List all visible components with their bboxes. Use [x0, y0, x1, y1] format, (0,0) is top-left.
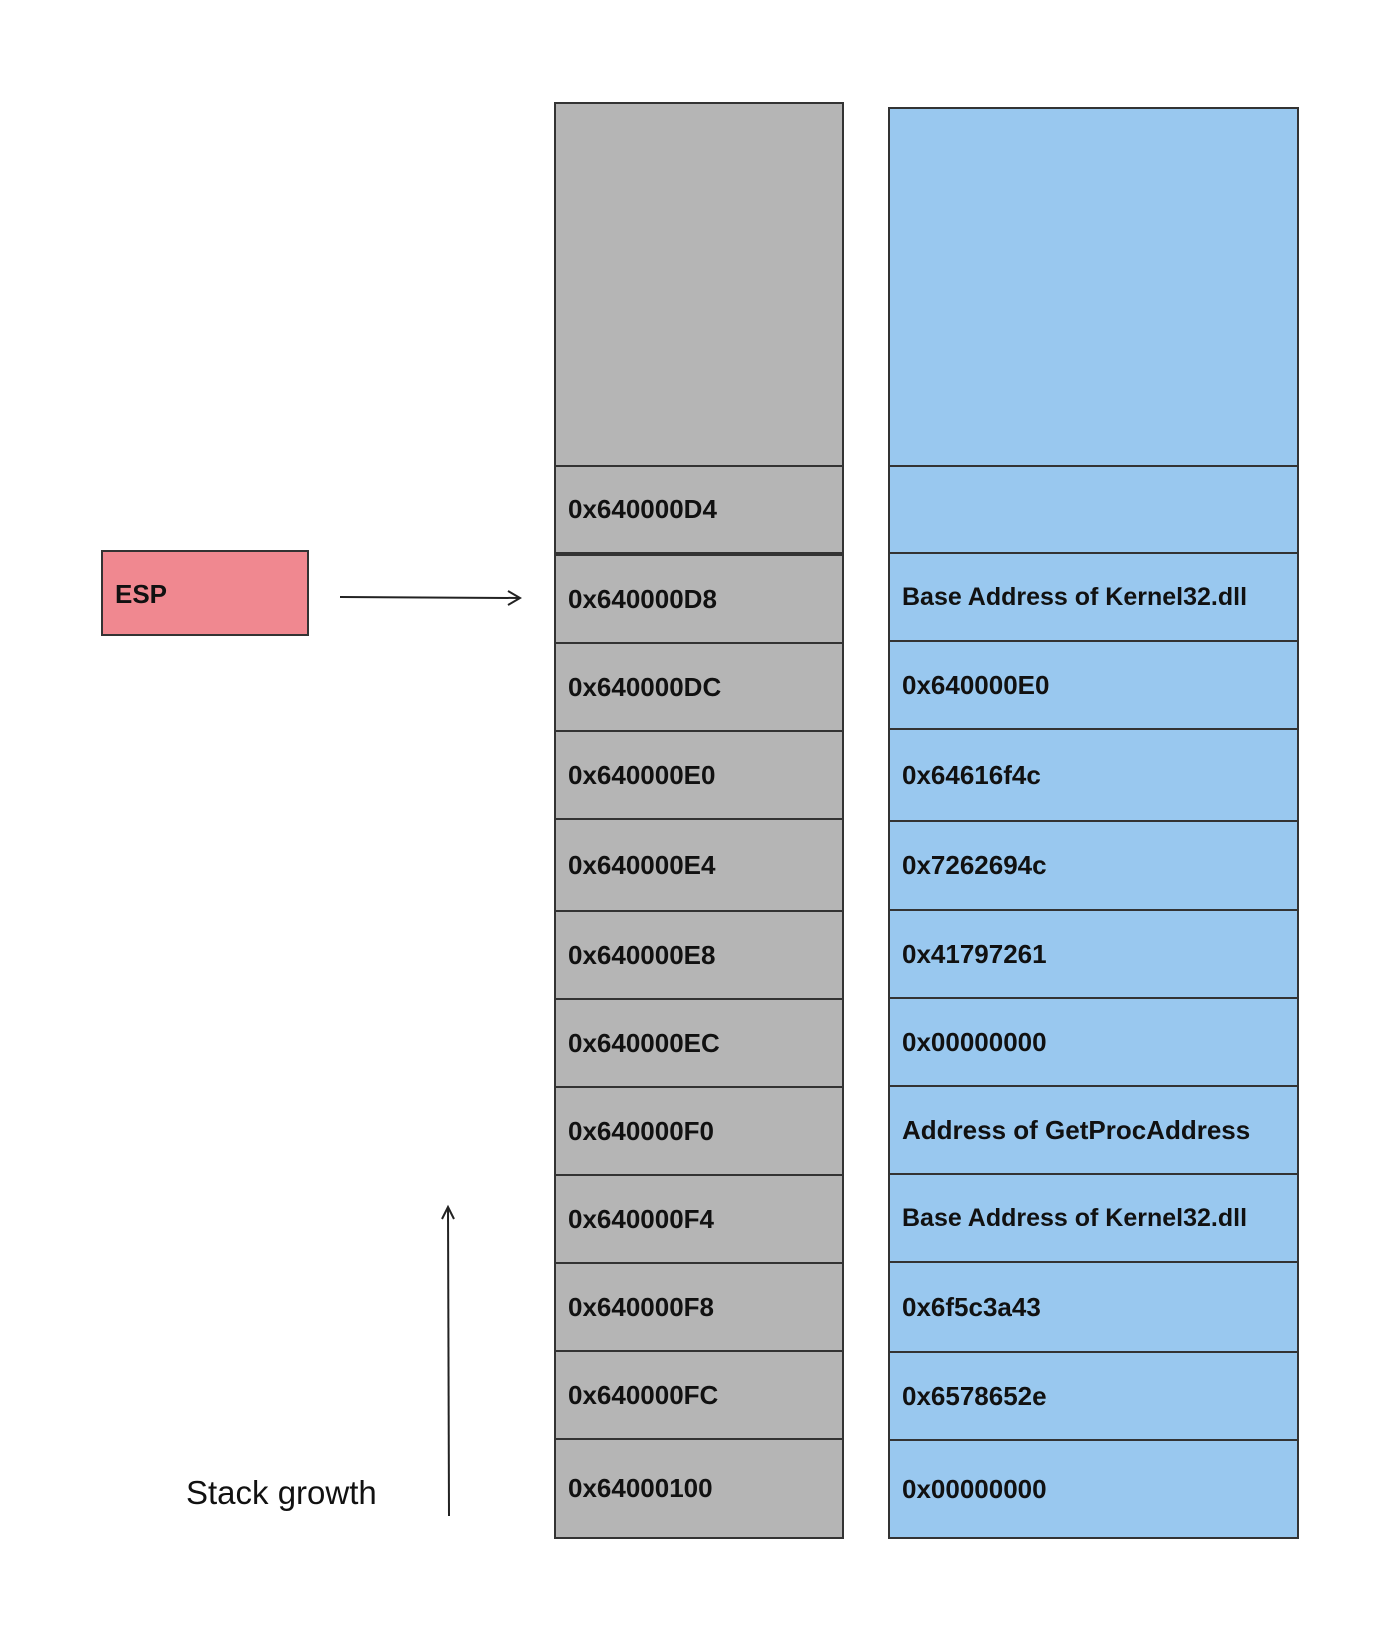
- value-cell: 0x00000000: [888, 1439, 1299, 1539]
- value-cell: 0x64616f4c: [888, 728, 1299, 822]
- stack-growth-label: Stack growth: [186, 1474, 377, 1511]
- address-column: 0x640000D4 0x640000D8 0x640000DC 0x64000…: [554, 102, 844, 1539]
- value-cell: 0x6578652e: [888, 1351, 1299, 1441]
- value-cell: Base Address of Kernel32.dll: [888, 1173, 1299, 1263]
- address-cell: 0x640000EC: [554, 998, 844, 1088]
- esp-pointer-arrow: [339, 590, 522, 606]
- value-cell: 0x640000E0: [888, 640, 1299, 730]
- address-cell: 0x640000F4: [554, 1174, 844, 1264]
- value-cell-empty: [888, 107, 1299, 467]
- address-cell: 0x640000DC: [554, 642, 844, 732]
- esp-label: ESP: [115, 579, 168, 609]
- value-cell: 0x7262694c: [888, 820, 1299, 911]
- value-cell: Address of GetProcAddress: [888, 1085, 1299, 1175]
- value-cell: 0x00000000: [888, 997, 1299, 1087]
- address-cell: 0x640000F8: [554, 1262, 844, 1352]
- address-cell: 0x640000E4: [554, 818, 844, 912]
- address-cell: 0x640000F0: [554, 1086, 844, 1176]
- value-cell: 0x6f5c3a43: [888, 1261, 1299, 1353]
- stack-growth-arrow: [441, 1204, 455, 1517]
- address-cell: 0x640000E0: [554, 730, 844, 820]
- address-cell: 0x640000E8: [554, 910, 844, 1000]
- value-cell: 0x41797261: [888, 909, 1299, 999]
- value-cell: [888, 465, 1299, 554]
- address-cell: 0x640000D4: [554, 465, 844, 554]
- esp-register-box: ESP: [101, 550, 309, 636]
- address-cell-empty: [554, 102, 844, 467]
- value-cell: Base Address of Kernel32.dll: [888, 552, 1299, 642]
- address-cell: 0x640000D8: [554, 554, 844, 644]
- address-cell: 0x64000100: [554, 1438, 844, 1539]
- value-column: Base Address of Kernel32.dll 0x640000E0 …: [888, 107, 1299, 1539]
- address-cell: 0x640000FC: [554, 1350, 844, 1440]
